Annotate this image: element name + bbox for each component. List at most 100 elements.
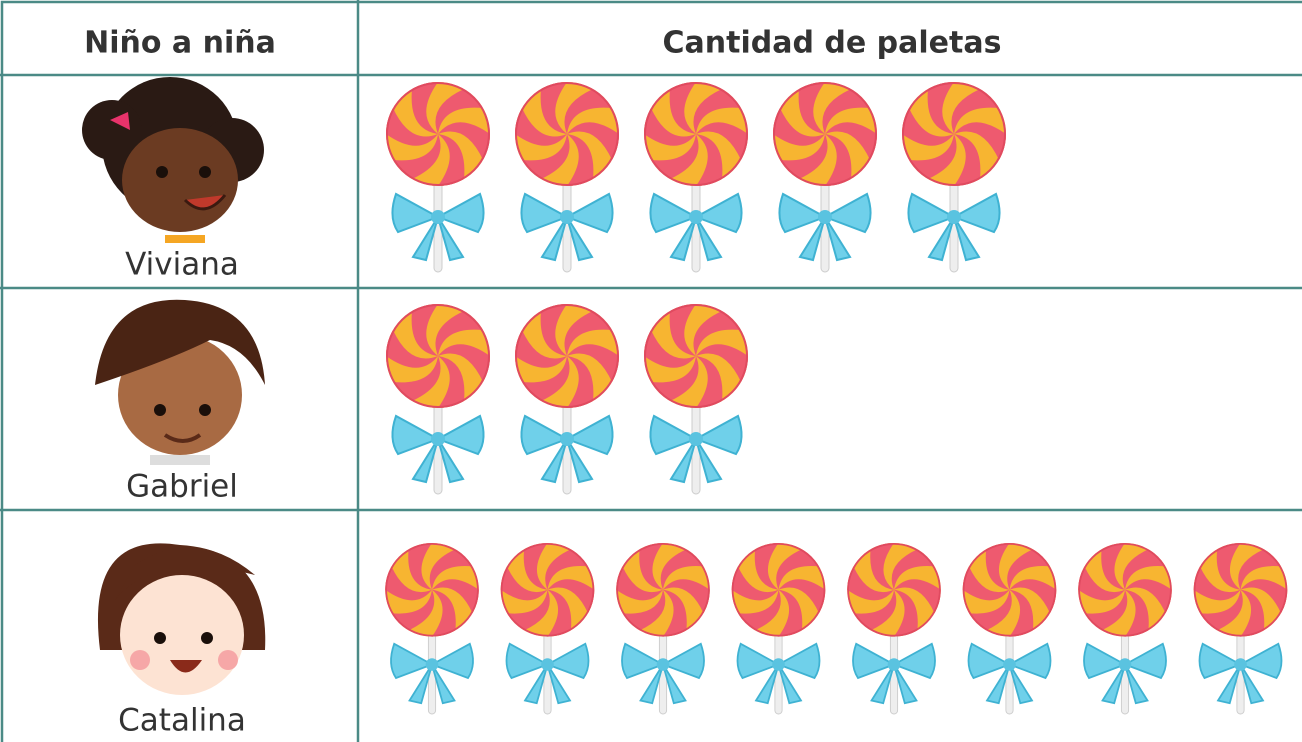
lollipop: [962, 543, 1057, 715]
swirl: [438, 134, 465, 186]
lollipop: [1078, 543, 1172, 715]
swirl: [564, 88, 613, 134]
swirl: [1007, 549, 1051, 590]
bow-knot: [818, 210, 832, 224]
bow: [520, 192, 614, 262]
swirl: [435, 88, 484, 134]
bow: [391, 192, 485, 262]
swirl: [438, 356, 465, 408]
swirl: [1009, 579, 1057, 614]
bow-knot: [689, 210, 703, 224]
bow: [967, 642, 1052, 705]
swirl: [825, 134, 852, 186]
candy-rim: [500, 543, 595, 637]
swirl: [386, 108, 438, 146]
candy-rim: [386, 304, 490, 408]
swirl: [392, 134, 441, 180]
swirl: [663, 579, 710, 614]
swirl: [564, 310, 613, 356]
swirl: [500, 566, 548, 601]
swirl: [669, 304, 696, 356]
swirl: [567, 122, 619, 160]
swirl: [894, 589, 918, 637]
swirl: [438, 344, 490, 382]
bow-knot: [425, 658, 439, 671]
avatar-gabriel: [95, 299, 265, 465]
swirl: [1125, 589, 1149, 637]
bow-knot: [560, 210, 574, 224]
bow-knot: [947, 210, 961, 224]
swirl: [567, 356, 594, 408]
swirl: [547, 589, 572, 637]
swirl: [1084, 589, 1128, 631]
lollipop: [385, 543, 479, 715]
bow-knot: [541, 658, 554, 671]
lollipop: [847, 543, 941, 715]
swirl: [438, 122, 490, 160]
bow-knot: [431, 210, 445, 224]
swirl: [435, 310, 484, 356]
lollipop: [515, 82, 619, 273]
candy-rim: [644, 304, 748, 408]
swirl: [696, 344, 748, 382]
candy-rim: [386, 82, 490, 186]
swirl: [650, 356, 699, 402]
swirl: [951, 88, 1000, 134]
child-name: Gabriel: [126, 469, 238, 505]
swirl: [693, 310, 742, 356]
candy-rim: [773, 82, 877, 186]
bow: [390, 642, 474, 705]
lollipop: [515, 304, 619, 495]
swirl: [540, 82, 567, 134]
swirl: [1193, 566, 1241, 601]
lollipop: [731, 543, 826, 715]
bow: [736, 642, 821, 705]
swirl: [391, 589, 435, 631]
swirl: [1240, 589, 1265, 637]
bow: [907, 192, 1001, 262]
swirl: [429, 549, 473, 590]
lollipop: [1193, 543, 1288, 715]
bow-knot: [887, 658, 901, 671]
candy-rim: [902, 82, 1006, 186]
bow-knot: [656, 658, 670, 671]
swirl: [392, 356, 441, 402]
avatar-viviana: [82, 77, 264, 243]
swirl: [644, 108, 696, 146]
swirl: [1199, 589, 1243, 631]
bow: [391, 414, 485, 484]
candy-rim: [847, 543, 941, 637]
swirl: [411, 82, 438, 134]
candy-rim: [515, 304, 619, 408]
swirl: [1009, 589, 1034, 637]
lollipop: [902, 82, 1006, 273]
bow: [1083, 642, 1167, 705]
swirl: [776, 549, 820, 590]
avatar-catalina: [97, 543, 266, 695]
swirl: [547, 579, 595, 614]
candy-rim: [1078, 543, 1172, 637]
swirl: [545, 549, 589, 590]
swirl: [540, 304, 567, 356]
lollipop: [386, 304, 490, 495]
candy-rim: [616, 543, 710, 637]
swirl: [778, 589, 803, 637]
swirl: [822, 88, 871, 134]
bow: [505, 642, 590, 705]
candy-rim: [731, 543, 826, 637]
bow: [649, 192, 743, 262]
bow-knot: [560, 432, 574, 446]
lollipop: [616, 543, 710, 715]
candy-rim: [962, 543, 1057, 637]
lollipop: [500, 543, 595, 715]
swirl: [660, 549, 704, 590]
swirl: [616, 566, 663, 601]
swirl: [1240, 579, 1288, 614]
swirl: [847, 566, 894, 601]
bow: [1198, 642, 1283, 705]
bow: [621, 642, 705, 705]
swirl: [962, 566, 1010, 601]
